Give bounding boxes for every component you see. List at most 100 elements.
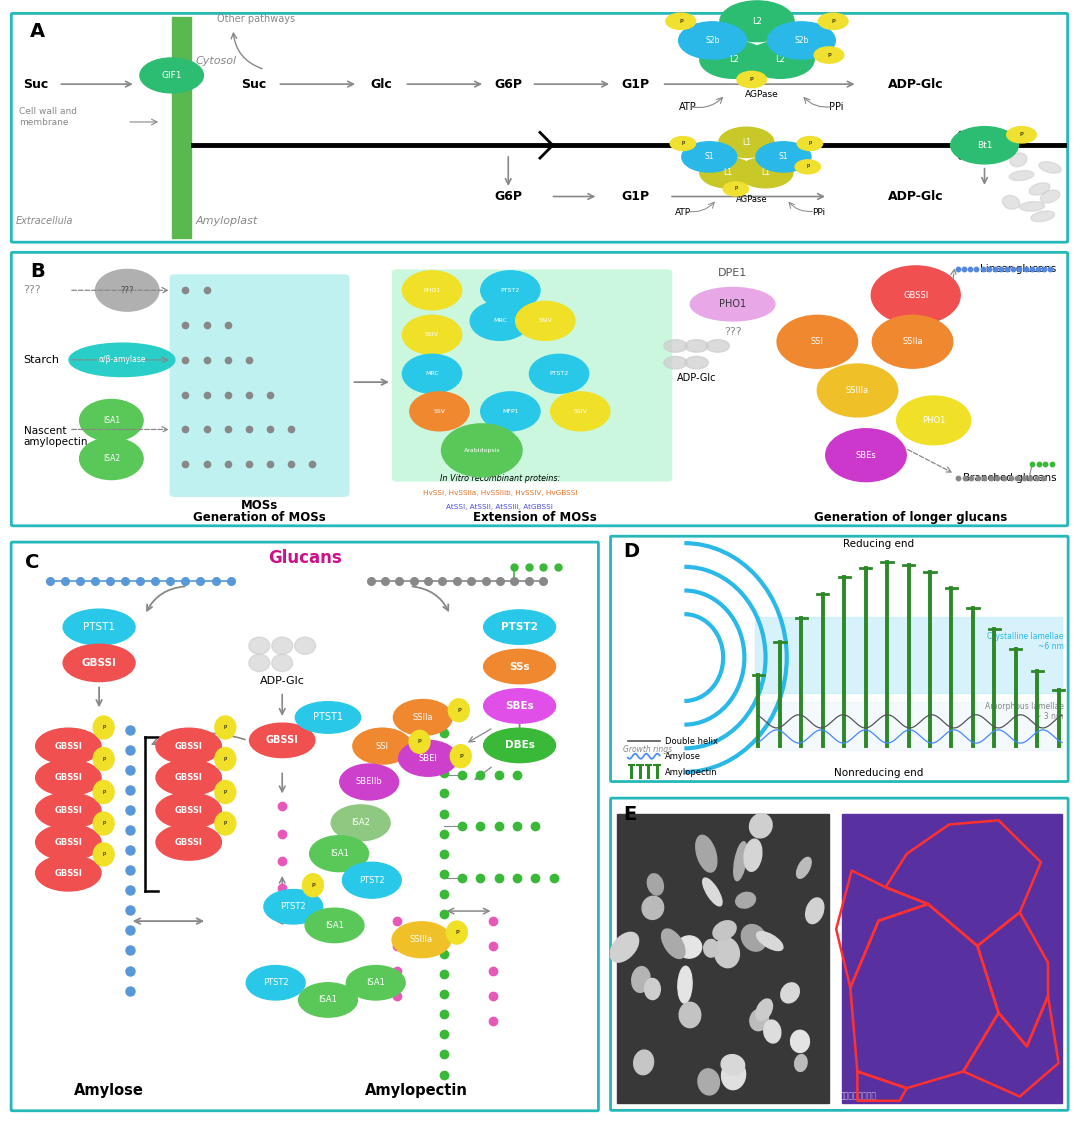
Text: ISA2: ISA2: [351, 818, 370, 827]
Text: ISA1: ISA1: [319, 995, 337, 1004]
FancyBboxPatch shape: [11, 252, 1068, 526]
Text: α/β-amylase: α/β-amylase: [98, 356, 146, 365]
Circle shape: [95, 269, 159, 311]
Text: Nascent
amylopectin: Nascent amylopectin: [24, 426, 87, 448]
Text: E: E: [623, 805, 636, 825]
Ellipse shape: [156, 825, 221, 860]
Ellipse shape: [340, 765, 399, 800]
Circle shape: [720, 1, 794, 42]
Ellipse shape: [399, 741, 458, 776]
Text: GBSSI: GBSSI: [175, 774, 203, 783]
Text: P: P: [455, 930, 459, 935]
FancyBboxPatch shape: [11, 14, 1068, 242]
Text: P: P: [224, 821, 227, 826]
Circle shape: [450, 745, 471, 768]
Ellipse shape: [342, 862, 402, 899]
Text: ISA1: ISA1: [329, 850, 349, 858]
Text: G6P: G6P: [495, 190, 523, 203]
Text: Amyloplast: Amyloplast: [197, 216, 258, 226]
Text: P: P: [224, 725, 227, 730]
Text: Bt1: Bt1: [976, 141, 993, 150]
Text: PHO1: PHO1: [922, 416, 945, 425]
Text: In Vitro recombinant proteins:: In Vitro recombinant proteins:: [440, 474, 559, 483]
FancyBboxPatch shape: [11, 542, 598, 1111]
Ellipse shape: [704, 939, 718, 958]
Ellipse shape: [1010, 170, 1034, 181]
Text: P: P: [102, 757, 105, 761]
Text: Other pathways: Other pathways: [217, 14, 295, 24]
Text: SSI: SSI: [811, 337, 824, 346]
Ellipse shape: [69, 343, 175, 376]
Ellipse shape: [643, 896, 663, 919]
FancyBboxPatch shape: [610, 536, 1068, 782]
FancyBboxPatch shape: [610, 799, 1068, 1110]
Ellipse shape: [248, 654, 270, 671]
Ellipse shape: [1020, 202, 1044, 211]
Text: Extracellula: Extracellula: [16, 216, 73, 226]
Text: SBEI: SBEI: [419, 754, 437, 762]
Text: P: P: [750, 77, 754, 82]
Ellipse shape: [662, 929, 685, 959]
Circle shape: [93, 780, 114, 803]
Ellipse shape: [791, 1030, 809, 1052]
Text: GBSSI: GBSSI: [266, 735, 298, 745]
Ellipse shape: [721, 1060, 745, 1089]
Text: ???: ???: [24, 285, 41, 295]
Text: P: P: [224, 790, 227, 794]
Text: P: P: [457, 708, 460, 712]
Ellipse shape: [632, 967, 650, 993]
Ellipse shape: [36, 760, 102, 795]
Text: ISA1: ISA1: [366, 978, 386, 987]
Circle shape: [409, 730, 430, 753]
Text: Arabidopsis: Arabidopsis: [463, 448, 500, 453]
Text: Glc: Glc: [370, 77, 392, 91]
Text: GBSSI: GBSSI: [903, 291, 929, 300]
Circle shape: [215, 716, 235, 738]
Circle shape: [93, 747, 114, 770]
Ellipse shape: [347, 966, 405, 1000]
Text: Starch: Starch: [24, 354, 59, 365]
Ellipse shape: [1039, 161, 1062, 173]
Text: G1P: G1P: [621, 190, 649, 203]
Circle shape: [756, 142, 811, 172]
Text: S2b: S2b: [705, 36, 719, 45]
Ellipse shape: [677, 936, 702, 958]
Ellipse shape: [156, 793, 221, 828]
Ellipse shape: [706, 340, 729, 352]
Ellipse shape: [696, 835, 717, 872]
Circle shape: [819, 14, 848, 30]
Ellipse shape: [757, 932, 783, 951]
Text: Double helix: Double helix: [665, 736, 718, 745]
Circle shape: [409, 392, 469, 431]
Circle shape: [529, 354, 589, 393]
Text: P: P: [102, 790, 105, 794]
Text: P: P: [808, 141, 811, 147]
Ellipse shape: [156, 728, 221, 765]
FancyBboxPatch shape: [392, 269, 672, 482]
Text: B: B: [30, 262, 44, 282]
Text: Glucans: Glucans: [268, 549, 342, 567]
Text: GBSSI: GBSSI: [54, 869, 82, 877]
Text: S1: S1: [779, 152, 788, 161]
Text: Generation of longer glucans: Generation of longer glucans: [814, 511, 1007, 525]
Circle shape: [1007, 126, 1037, 143]
Text: ATP: ATP: [679, 102, 697, 112]
Text: A: A: [30, 22, 45, 41]
Text: P: P: [102, 821, 105, 826]
Ellipse shape: [703, 878, 723, 905]
Text: G6P: G6P: [495, 77, 523, 91]
Circle shape: [896, 396, 971, 444]
Text: G1P: G1P: [621, 77, 649, 91]
Circle shape: [446, 921, 468, 944]
Text: PTST2: PTST2: [359, 876, 384, 885]
Text: AtSSI, AtSSII, AtSSIII, AtGBSSI: AtSSI, AtSSII, AtSSIII, AtGBSSI: [446, 503, 553, 510]
Text: PTST2: PTST2: [550, 371, 569, 376]
Text: P: P: [311, 883, 314, 887]
Ellipse shape: [63, 644, 135, 682]
Text: AGPase: AGPase: [745, 90, 779, 99]
Circle shape: [700, 41, 768, 78]
Text: PHO1: PHO1: [423, 287, 441, 293]
Text: PTST1: PTST1: [313, 712, 343, 722]
Ellipse shape: [484, 688, 555, 724]
Text: n: n: [162, 807, 172, 821]
